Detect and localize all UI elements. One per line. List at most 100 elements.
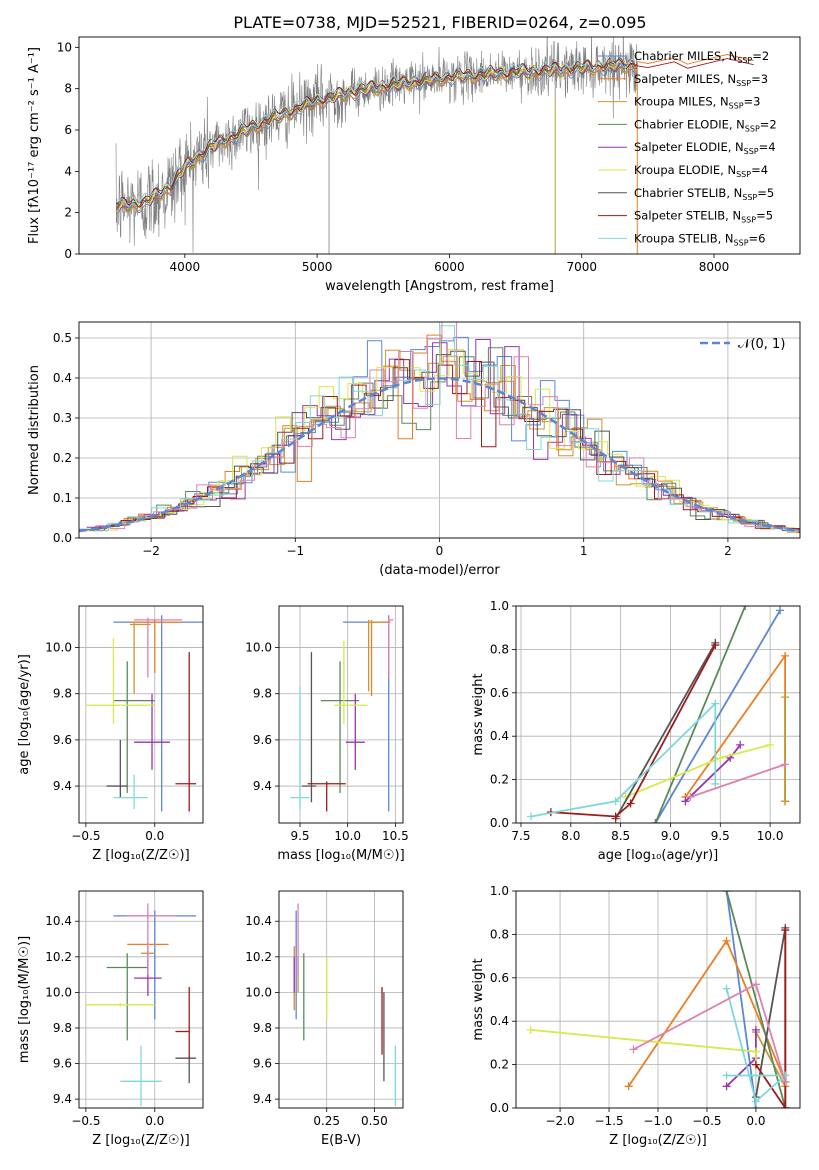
- histogram-step: [94, 325, 800, 532]
- y-tick-label: 9.8: [253, 1021, 272, 1035]
- y-tick-label: 10.2: [45, 950, 72, 964]
- y-tick-label: 0.4: [490, 1014, 509, 1028]
- x-axis-label: age [log₁₀(age/yr)]: [598, 848, 719, 863]
- plot-area: [526, 606, 790, 823]
- plot-area: [85, 615, 203, 812]
- plot-area: [293, 903, 397, 1107]
- y-tick-label: 9.6: [253, 733, 272, 747]
- y-tick-label: 9.4: [53, 779, 72, 793]
- legend-subscript: SSP: [734, 238, 749, 247]
- weight-marker: [681, 797, 690, 806]
- weight-marker: [722, 891, 731, 895]
- x-tick-label: 5000: [302, 260, 333, 274]
- chart-mass-vs-EBV: 0.25 0.50 9.4 9.6 9.8 10.0 10.2 10.4 E(B-V): [245, 890, 404, 1148]
- plot-area: [526, 891, 790, 1108]
- weight-line: [654, 609, 781, 823]
- x-tick-label: −2: [142, 544, 160, 558]
- y-axis-label: mass weight: [471, 673, 486, 755]
- weight-marker: [526, 812, 535, 821]
- x-tick-label: 7000: [566, 260, 597, 274]
- y-tick-label: 9.8: [53, 1021, 72, 1035]
- legend-name: Chabrier ELODIE, N: [634, 117, 745, 131]
- weight-marker: [611, 797, 620, 806]
- legend-name: Kroupa ELODIE, N: [634, 163, 736, 177]
- legend-name: Kroupa MILES, N: [634, 95, 729, 109]
- y-axis-label: mass [log₁₀(M/M☉)]: [17, 936, 32, 1063]
- legend-suffix: =3: [751, 72, 768, 86]
- weight-line: [530, 701, 717, 818]
- x-tick-label: 10.5: [382, 829, 409, 843]
- y-tick-label: 4: [64, 164, 72, 178]
- weight-marker: [751, 1097, 760, 1106]
- y-tick-label: 0.4: [490, 729, 509, 743]
- legend-suffix: =2: [760, 117, 777, 131]
- y-tick-label: 9.8: [253, 687, 272, 701]
- weight-marker: [781, 693, 790, 702]
- y-tick-label: 9.4: [253, 779, 272, 793]
- weight-marker: [686, 792, 695, 801]
- weight-marker: [626, 799, 635, 808]
- legend-suffix: =5: [756, 209, 773, 223]
- legend-entry: Salpeter STELIB, NSSP=5: [634, 209, 773, 225]
- y-tick-label: 0.2: [490, 773, 509, 787]
- weight-marker: [766, 740, 775, 749]
- weight-marker: [781, 926, 790, 935]
- chart-age-vs-Z: −0.5 0.0 9.4 9.6 9.8 10.0 Z [log₁₀(Z/Z☉)] age […: [17, 605, 204, 863]
- y-tick-label: 0.8: [490, 927, 509, 941]
- y-tick-label: 1.0: [490, 884, 509, 898]
- y-tick-label: 10.0: [45, 985, 72, 999]
- y-tick-label: 0.2: [490, 1058, 509, 1072]
- legend-entry: Chabrier MILES, NSSP=2: [634, 49, 769, 65]
- x-tick-label: −2.0: [545, 1114, 574, 1128]
- y-tick-label: 9.4: [253, 1092, 272, 1106]
- legend-subscript: SSP: [744, 147, 759, 156]
- x-tick-label: 4000: [170, 260, 201, 274]
- chart-spectrum: 4000 5000 6000 7000 8000 0 2 4 6 8 10 wavelength [A…: [27, 36, 801, 294]
- x-tick-label: −1.5: [594, 1114, 623, 1128]
- chart-age-vs-mass: 9.5 10.0 10.5 9.4 9.6 9.8 10.0 mass [log₁₀(M/M☉…: [245, 605, 409, 863]
- legend-name: Salpeter MILES, N: [634, 72, 736, 86]
- y-tick-label: 0.0: [490, 816, 509, 830]
- x-tick-label: −0.5: [692, 1114, 721, 1128]
- x-tick-label: 0.25: [313, 1114, 340, 1128]
- x-tick-label: 1: [580, 544, 588, 558]
- legend-name: Chabrier STELIB, N: [634, 186, 742, 200]
- plot-area: [79, 322, 800, 534]
- x-axis-label: Z [log₁₀(Z/Z☉)]: [92, 848, 189, 863]
- legend-entry: Kroupa MILES, NSSP=3: [634, 95, 760, 111]
- weight-line: [550, 644, 717, 818]
- legend-suffix: =4: [759, 140, 776, 154]
- y-tick-label: 9.6: [53, 733, 72, 747]
- legend-suffix: =3: [744, 95, 761, 109]
- weight-marker: [751, 1025, 760, 1034]
- figure-title: PLATE=0738, MJD=52521, FIBERID=0264, z=0…: [233, 13, 646, 32]
- y-tick-label: 0.0: [490, 1101, 509, 1115]
- y-tick-label: 2: [64, 206, 72, 220]
- y-tick-label: 0.6: [490, 686, 509, 700]
- weight-marker: [624, 1082, 633, 1091]
- legend-name: Kroupa STELIB, N: [634, 231, 734, 245]
- y-tick-label: 10.0: [45, 641, 72, 655]
- weight-line: [633, 982, 787, 1083]
- weight-marker: [751, 1060, 760, 1069]
- y-tick-label: 1.0: [490, 599, 509, 613]
- x-tick-label: 0.0: [145, 829, 164, 843]
- chart-mass-vs-Z: −0.5 0.0 9.4 9.6 9.8 10.0 10.2 10.4 Z [log₁₀(Z/Z…: [17, 890, 204, 1148]
- x-tick-label: −1.0: [643, 1114, 672, 1128]
- weight-line: [654, 606, 747, 823]
- y-tick-label: 0.2: [53, 451, 72, 465]
- axes-frame: [278, 605, 404, 824]
- weight-marker: [716, 753, 725, 762]
- axes-frame: [78, 890, 204, 1109]
- legend-name: Salpeter STELIB, N: [634, 209, 741, 223]
- x-axis-label: E(B-V): [321, 1133, 361, 1148]
- y-tick-label: 0.5: [53, 331, 72, 345]
- x-tick-label: −0.5: [71, 829, 100, 843]
- y-tick-label: 8: [64, 82, 72, 96]
- weight-line: [530, 1029, 757, 1065]
- legend-subscript: SSP: [736, 170, 751, 179]
- weight-marker: [781, 1077, 790, 1086]
- x-axis-label: mass [log₁₀(M/M☉)]: [277, 848, 404, 863]
- legend-suffix: =6: [749, 231, 766, 245]
- legend-name: Salpeter ELODIE, N: [634, 140, 744, 154]
